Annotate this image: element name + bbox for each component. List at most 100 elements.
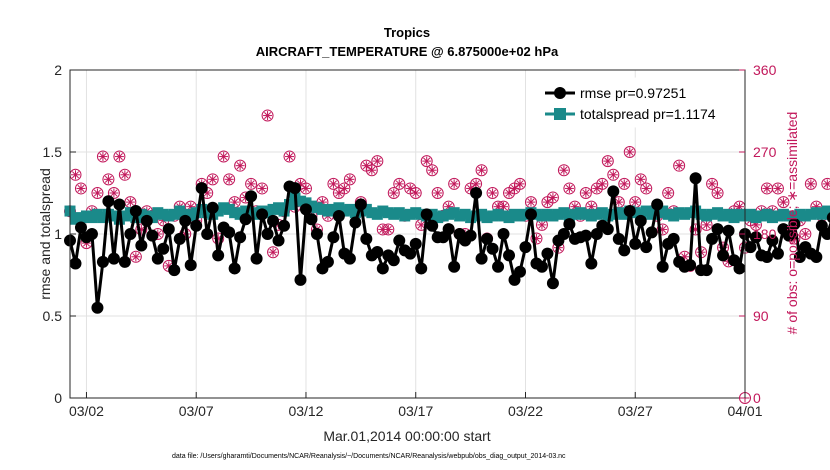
rmse-point xyxy=(343,252,356,265)
rmse-point xyxy=(733,262,746,275)
x-axis: 03/02 03/07 03/12 03/17 03/22 03/27 04/01 xyxy=(69,392,763,419)
rmse-point xyxy=(239,213,252,226)
obs-point xyxy=(804,177,817,190)
rmse-point xyxy=(327,231,340,244)
rmse-point xyxy=(278,219,291,232)
obs-point xyxy=(524,196,537,209)
rmse-point xyxy=(607,185,620,198)
obs-point xyxy=(607,168,620,181)
obs-point xyxy=(234,159,247,172)
data-file-footnote: data file: /Users/gharamti/Documents/NCA… xyxy=(172,453,566,460)
rmse-point xyxy=(557,228,570,240)
rmse-point xyxy=(634,214,647,227)
rmse-point xyxy=(503,249,516,262)
rmse-point xyxy=(514,265,526,278)
rmse-point xyxy=(85,228,98,240)
chart-subtitle: AIRCRAFT_TEMPERATURE @ 6.875000e+02 hPa xyxy=(256,44,559,59)
rmse-point xyxy=(267,214,280,227)
rmse-point xyxy=(162,223,175,236)
y-right-tick-label: 360 xyxy=(753,62,777,78)
rmse-point xyxy=(173,232,186,245)
obs-point xyxy=(96,150,109,163)
obs-point xyxy=(206,173,219,186)
rmse-point xyxy=(360,232,373,245)
rmse-point xyxy=(612,232,625,245)
obs-point xyxy=(343,173,356,186)
y-right-tick-label: 180 xyxy=(753,226,777,242)
obs-point xyxy=(563,182,576,195)
x-tick-label: 03/02 xyxy=(69,403,104,419)
obs-point xyxy=(618,177,631,190)
x-axis-label: Mar.01,2014 00:00:00 start xyxy=(323,428,490,444)
obs-point xyxy=(448,177,461,190)
obs-point xyxy=(91,187,104,199)
rmse-point xyxy=(464,229,477,242)
rmse-point xyxy=(448,260,461,273)
obs-point xyxy=(217,150,230,163)
rmse-point xyxy=(91,301,104,314)
y-right-tick-label: 90 xyxy=(753,308,769,324)
rmse-point xyxy=(810,250,823,263)
rmse-point xyxy=(195,182,208,195)
rmse-series xyxy=(64,172,830,314)
obs-point xyxy=(118,168,131,181)
rmse-point xyxy=(717,249,730,262)
totalspread-series xyxy=(64,192,830,225)
rmse-point xyxy=(354,198,367,211)
obs-point xyxy=(267,246,280,259)
obs-point xyxy=(475,164,488,177)
rmse-point xyxy=(305,213,318,226)
obs-point xyxy=(69,168,82,181)
rmse-point xyxy=(497,228,510,240)
rmse-point xyxy=(667,232,680,245)
legend-spread-marker xyxy=(554,108,566,120)
rmse-point xyxy=(157,242,170,255)
obs-point xyxy=(393,177,406,190)
rmse-point xyxy=(140,214,153,227)
rmse-point xyxy=(261,228,274,240)
rmse-point xyxy=(349,216,362,229)
rmse-point xyxy=(332,209,345,222)
obs-point xyxy=(387,187,400,199)
totalspread-point xyxy=(284,198,296,210)
rmse-point xyxy=(749,231,762,244)
x-tick-label: 03/12 xyxy=(288,403,323,419)
rmse-point xyxy=(640,241,653,254)
totalspread-point xyxy=(827,207,830,219)
rmse-point xyxy=(585,257,598,270)
rmse-point xyxy=(535,260,548,273)
obs-point xyxy=(640,182,653,195)
rmse-point xyxy=(793,250,806,263)
rmse-point xyxy=(179,214,192,227)
rmse-point xyxy=(722,224,735,237)
obs-point xyxy=(426,164,439,177)
totalspread-point xyxy=(821,205,830,217)
rmse-point xyxy=(426,219,439,232)
rmse-point xyxy=(541,247,554,260)
obs-point xyxy=(711,187,724,199)
rmse-point xyxy=(788,218,801,231)
rmse-point xyxy=(415,262,428,275)
rmse-point xyxy=(289,182,301,195)
rmse-point xyxy=(481,232,494,245)
rmse-point xyxy=(118,255,131,268)
rmse-point xyxy=(684,259,697,272)
rmse-point xyxy=(96,255,109,268)
rmse-point xyxy=(371,246,384,259)
rmse-point xyxy=(579,229,592,242)
obs-point xyxy=(283,150,296,163)
obs-point xyxy=(514,177,526,190)
rmse-point xyxy=(223,226,236,239)
y-tick-label: 0.5 xyxy=(43,308,63,324)
rmse-point xyxy=(404,247,417,260)
rmse-point xyxy=(387,254,400,267)
obs-point xyxy=(431,187,444,199)
rmse-point xyxy=(782,229,795,242)
obs-point xyxy=(371,155,384,168)
rmse-point xyxy=(546,277,559,290)
legend-spread-label: totalspread pr=1.1174 xyxy=(580,106,716,122)
rmse-point xyxy=(623,205,636,218)
legend-rmse-label: rmse pr=0.97251 xyxy=(580,85,686,101)
obs-point xyxy=(327,177,340,190)
obs-point xyxy=(409,187,422,199)
